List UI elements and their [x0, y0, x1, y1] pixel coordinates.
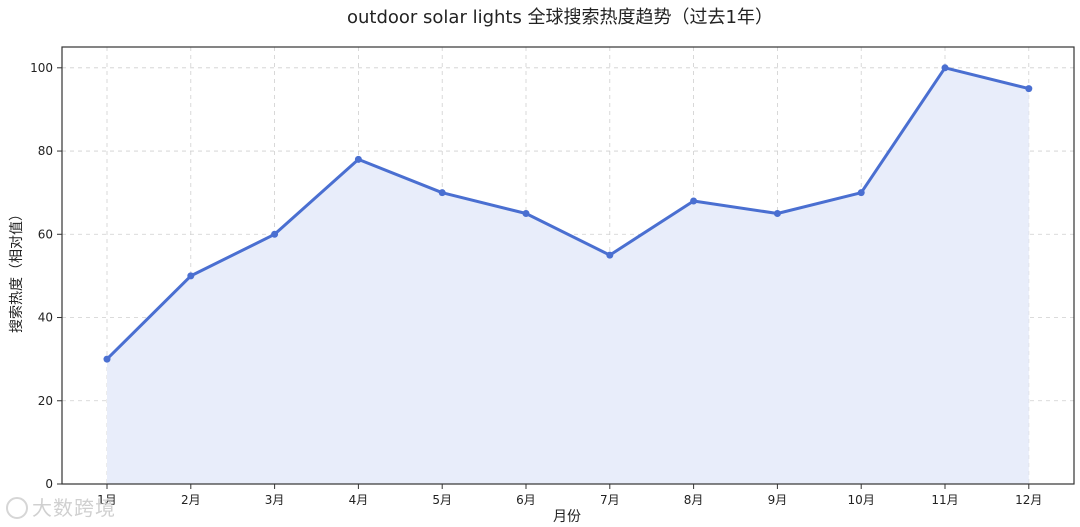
- x-tick-label-8: 9月: [768, 493, 788, 507]
- x-tick-label-6: 7月: [600, 493, 620, 507]
- area-fill: [107, 67, 1029, 485]
- x-tick-label-1: 2月: [181, 493, 201, 507]
- x-tick-label-7: 8月: [684, 493, 704, 507]
- data-point-1: [187, 272, 195, 280]
- y-tick-label-4: 80: [38, 144, 53, 158]
- data-point-2: [271, 230, 279, 238]
- x-tick-label-11: 12月: [1015, 493, 1042, 507]
- data-point-5: [522, 209, 530, 217]
- x-axis-ticks: 1月 2月 3月 4月 5月 6月 7月 8月 9月 10月 11月 12月: [97, 484, 1042, 507]
- data-point-11: [1025, 85, 1033, 93]
- y-tick-label-3: 60: [38, 227, 53, 241]
- data-points: [103, 64, 1033, 363]
- chart-title: outdoor solar lights 全球搜索热度趋势（过去1年）: [347, 7, 773, 28]
- brand-logo-icon: [6, 496, 28, 519]
- y-axis-label: 搜索热度（相对值）: [8, 207, 25, 333]
- x-tick-label-5: 6月: [516, 493, 536, 507]
- y-tick-label-0: 0: [45, 477, 53, 491]
- data-point-4: [438, 189, 446, 197]
- y-axis-ticks: 0 20 40 60 80 100: [30, 61, 62, 491]
- x-tick-label-0: 1月: [97, 493, 117, 507]
- x-tick-label-4: 5月: [432, 493, 452, 507]
- y-tick-label-2: 40: [38, 311, 53, 325]
- x-tick-label-2: 3月: [265, 493, 285, 507]
- x-tick-label-10: 11月: [931, 493, 958, 507]
- data-point-7: [690, 197, 698, 205]
- x-tick-label-9: 10月: [848, 493, 875, 507]
- watermark: 大数跨境: [6, 492, 116, 521]
- data-point-8: [773, 209, 781, 217]
- plot-frame: [61, 46, 1075, 485]
- data-point-6: [606, 251, 614, 259]
- x-axis-label: 月份: [553, 509, 581, 525]
- y-tick-label-5: 100: [30, 61, 53, 75]
- y-tick-label-1: 20: [38, 394, 53, 408]
- series-line: [105, 66, 1030, 361]
- data-point-9: [857, 189, 865, 197]
- x-tick-label-3: 4月: [349, 493, 369, 507]
- data-point-3: [354, 155, 362, 163]
- data-point-0: [103, 355, 111, 363]
- data-point-10: [941, 64, 949, 72]
- watermark-text: 大数跨境: [32, 496, 116, 520]
